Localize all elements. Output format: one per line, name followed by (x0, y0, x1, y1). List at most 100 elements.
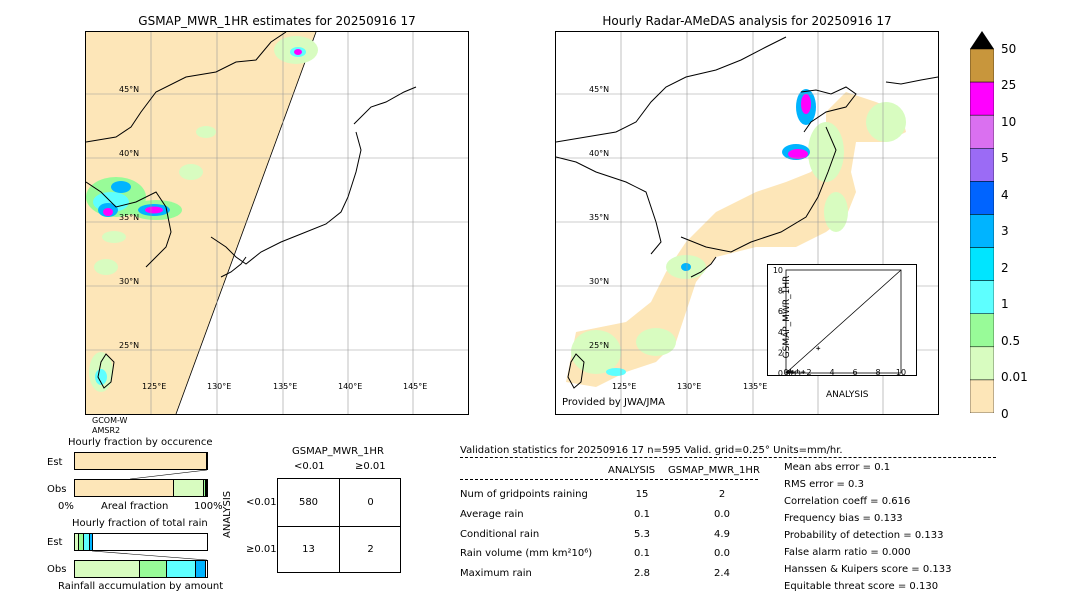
scatter-diagonal (785, 269, 902, 374)
left-map: 45°N 40°N 35°N 30°N 25°N 125°E 130°E 135… (85, 31, 469, 415)
score-pod: Probability of detection = 0.133 (784, 530, 944, 541)
stat-row-3-label: Conditional rain (460, 529, 540, 540)
cbar-label-5: 5 (1001, 151, 1009, 165)
scatter-frame (785, 269, 902, 374)
left-lat-30: 30°N (119, 277, 140, 286)
left-lon-140: 140°E (338, 382, 363, 391)
cbar-label-50: 50 (1001, 42, 1017, 56)
colorbar-segment-1 (969, 81, 995, 116)
scatter-point-9 (801, 369, 806, 374)
scatter-xlabel: ANALYSIS (826, 390, 869, 400)
scatter-point-5 (790, 369, 795, 374)
scatter-ytick-2: 4 (778, 328, 783, 337)
validation-header: Validation statistics for 20250916 17 n=… (460, 445, 843, 456)
cbar-label-0: 0 (1001, 407, 1009, 421)
occurrence-xlabel-center: Areal fraction (101, 501, 169, 512)
total-rain-obs-label: Obs (47, 564, 67, 575)
stat-row-5-label: Maximum rain (460, 568, 532, 579)
contingency-row-header-2: ≥0.01 (246, 544, 277, 555)
left-lon-135: 135°E (273, 382, 298, 391)
contingency-col-header-2: ≥0.01 (355, 461, 386, 472)
occurrence-obs-label: Obs (47, 484, 67, 495)
left-swath-edge (175, 32, 317, 414)
score-frequency-bias: Frequency bias = 0.133 (784, 513, 903, 524)
scatter-ytick-3: 6 (778, 307, 783, 316)
left-lon-145: 145°E (403, 382, 428, 391)
stat-row-2-analysis: 0.1 (634, 509, 650, 520)
scatter-ylabel: GSMAP_MWR_1HR (782, 275, 792, 359)
scatter-xtick-4: 8 (875, 368, 880, 375)
occurrence-obs-bar (74, 479, 208, 497)
contingency-hdivider (278, 526, 400, 527)
colorbar-segment-0 (969, 48, 995, 83)
contingency-col-header-1: <0.01 (294, 461, 325, 472)
cbar-label-4: 4 (1001, 188, 1009, 202)
right-lat-30: 30°N (589, 277, 610, 286)
total-rain-est-label: Est (47, 537, 63, 548)
left-lat-45: 45°N (119, 85, 140, 94)
colorbar-segment-3 (969, 148, 995, 182)
scatter-ytick-1: 2 (778, 348, 783, 357)
colorbar-segment-9 (969, 346, 995, 381)
stat-row-4-gsmap: 0.0 (714, 548, 730, 559)
stat-row-3-gsmap: 4.9 (714, 529, 730, 540)
total-rain-est-segment-3 (89, 534, 94, 550)
total-rain-obs-segment-1 (139, 561, 168, 577)
total-rain-xlabel: Rainfall accumulation by amount (58, 581, 224, 592)
validation-table-rule (460, 479, 758, 480)
right-lon-125: 125°E (612, 382, 637, 391)
scatter-ytick-5: 10 (773, 266, 783, 275)
right-map: 45°N 40°N 35°N 30°N 25°N 125°E 130°E 135… (555, 31, 939, 415)
validation-col-analysis: ANALYSIS (608, 465, 656, 476)
scatter-point-10 (816, 346, 821, 351)
occurrence-xlabel-right: 100% (194, 501, 223, 512)
scatter-ytick-0: 0 (778, 369, 783, 375)
right-map-canvas (556, 32, 938, 414)
occurrence-est-segment-2 (206, 453, 208, 469)
colorbar-labels: 50 25 10 5 4 3 2 1 0.5 0.01 0 (1001, 31, 1071, 431)
right-lon-135: 135°E (743, 382, 768, 391)
stat-row-4-analysis: 0.1 (634, 548, 650, 559)
colorbar-segment-7 (969, 280, 995, 314)
colorbar-segment-5 (969, 214, 995, 248)
scatter-xtick-1: 2 (806, 368, 811, 375)
sensor-label-1: GCOM-W (92, 416, 128, 425)
stat-row-5-analysis: 2.8 (634, 568, 650, 579)
contingency-cell-10: 13 (302, 544, 315, 555)
total-rain-connector (91, 551, 208, 560)
occurrence-obs-segment-3 (205, 480, 207, 496)
right-lat-45: 45°N (589, 85, 610, 94)
colorbar-segment-10 (969, 379, 995, 414)
colorbar-svg (969, 31, 995, 414)
left-rain-patches (86, 36, 318, 392)
scatter-xtick-2: 4 (829, 368, 834, 375)
left-lon-125: 125°E (142, 382, 167, 391)
colorbar-segment-2 (969, 114, 995, 149)
cbar-label-3: 3 (1001, 224, 1009, 238)
stat-row-4-label: Rain volume (mm km²10⁶) (460, 548, 593, 559)
right-lat-40: 40°N (589, 149, 610, 158)
scatter-xtick-0: 0 (783, 368, 788, 375)
left-lat-25: 25°N (119, 341, 140, 350)
cbar-label-0-01: 0.01 (1001, 370, 1028, 384)
occurrence-title: Hourly fraction by occurence (68, 437, 213, 448)
stat-row-1-label: Num of gridpoints raining (460, 489, 588, 500)
sensor-label-2: AMSR2 (92, 426, 121, 435)
left-lat-40: 40°N (119, 149, 140, 158)
total-rain-est-segment-0 (75, 534, 79, 550)
total-rain-obs-segment-2 (167, 561, 197, 577)
colorbar-segment-6 (969, 247, 995, 281)
score-ets: Equitable threat score = 0.130 (784, 581, 939, 592)
colorbar-segment-4 (969, 181, 995, 215)
scatter-inset: 0 2 4 6 8 10 0 2 4 6 8 10 (767, 264, 917, 378)
stat-row-2-label: Average rain (460, 509, 524, 520)
cbar-label-2: 2 (1001, 261, 1009, 275)
contingency-table: 580 0 13 2 (277, 478, 401, 573)
score-far: False alarm ratio = 0.000 (784, 547, 911, 558)
right-lat-35: 35°N (589, 213, 610, 222)
cbar-label-0-5: 0.5 (1001, 334, 1021, 348)
contingency-cell-11: 2 (367, 544, 374, 555)
total-rain-est-segment-2 (84, 534, 90, 550)
total-rain-title: Hourly fraction of total rain (72, 518, 208, 529)
occurrence-obs-segment-1 (173, 480, 204, 496)
